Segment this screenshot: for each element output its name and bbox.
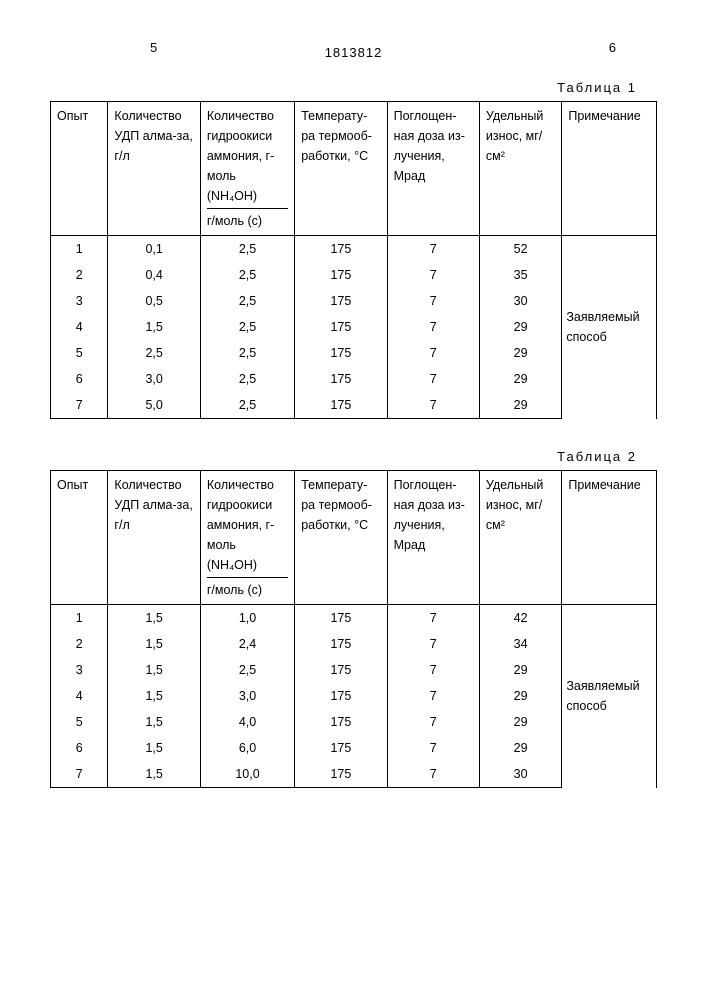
table-1-body: 1 0,1 2,5 175 7 52 2 0,4 2,5 175 7 35 3 … — [51, 236, 657, 419]
col-header-temp: Температу-ра термооб-работки, °С — [295, 102, 387, 236]
table-header-row: Опыт Количество УДП алма-за, г/л Количес… — [51, 102, 657, 236]
col-header-dose: Поглощен-ная доза из-лучения, Мрад — [387, 471, 479, 605]
table-header-row: Опыт Количество УДП алма-за, г/л Количес… — [51, 471, 657, 605]
note-text: Заявляемый способ — [562, 288, 657, 366]
table-2-label: Таблица 2 — [50, 449, 637, 464]
col-header-sub: г/моль (с) — [207, 208, 288, 231]
col-header-hydroxide: Количество гидроокиси аммония, г-моль (N… — [200, 471, 294, 605]
table-row: 6 1,5 6,0 175 7 29 — [51, 735, 657, 761]
document-number: 1813812 — [50, 45, 657, 60]
table-row: 6 3,0 2,5 175 7 29 — [51, 366, 657, 392]
table-row: 3 1,5 2,5 175 7 29 Заявляемый способ — [51, 657, 657, 683]
table-1-label: Таблица 1 — [50, 80, 637, 95]
col-header-wear: Удельный износ, мг/см² — [479, 102, 561, 236]
col-header-dose: Поглощен-ная доза из-лучения, Мрад — [387, 102, 479, 236]
col-header-sub: г/моль (с) — [207, 577, 288, 600]
col-header-udp: Количество УДП алма-за, г/л — [108, 102, 200, 236]
col-header-udp: Количество УДП алма-за, г/л — [108, 471, 200, 605]
col-header-note: Примечание — [562, 471, 657, 605]
page-number-right: 6 — [609, 40, 617, 55]
note-text: Заявляемый способ — [562, 657, 657, 735]
col-header-hydroxide: Количество гидроокиси аммония, г-моль (N… — [200, 102, 294, 236]
col-header-wear: Удельный износ, мг/см² — [479, 471, 561, 605]
col-header-experiment: Опыт — [51, 102, 108, 236]
table-row: 1 0,1 2,5 175 7 52 — [51, 236, 657, 263]
table-2: Опыт Количество УДП алма-за, г/л Количес… — [50, 470, 657, 788]
page-number-left: 5 — [150, 40, 158, 55]
col-header-experiment: Опыт — [51, 471, 108, 605]
table-1: Опыт Количество УДП алма-за, г/л Количес… — [50, 101, 657, 419]
col-header-note: Примечание — [562, 102, 657, 236]
table-row: 1 1,5 1,0 175 7 42 — [51, 605, 657, 632]
col-header-temp: Температу-ра термооб-работки, °С — [295, 471, 387, 605]
table-2-body: 1 1,5 1,0 175 7 42 2 1,5 2,4 175 7 34 3 … — [51, 605, 657, 788]
table-row: 3 0,5 2,5 175 7 30 Заявляемый способ — [51, 288, 657, 314]
